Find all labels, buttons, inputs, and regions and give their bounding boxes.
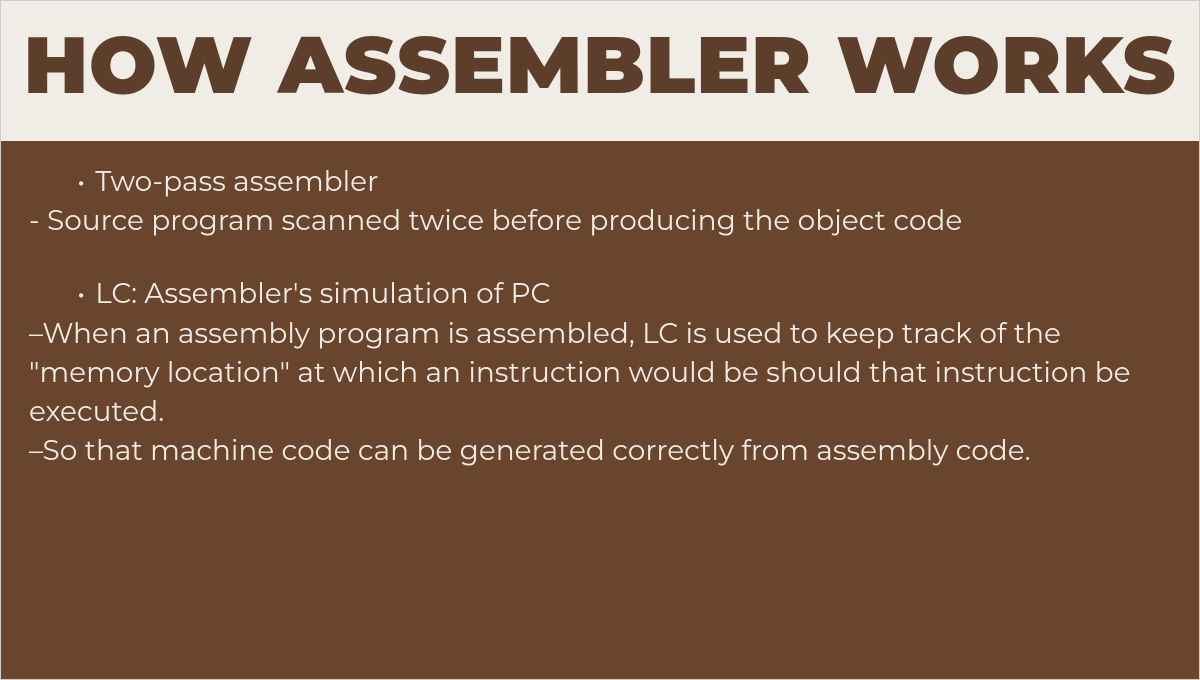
slide-container: HOW ASSEMBLER WORKS • Two-pass assembler …	[0, 0, 1200, 680]
bullet-item-1: • Two-pass assembler	[29, 163, 1171, 202]
header-region: HOW ASSEMBLER WORKS	[1, 1, 1199, 141]
body-region: • Two-pass assembler - Source program sca…	[1, 141, 1199, 679]
spacer	[29, 241, 1171, 275]
bullet-text: Two-pass assembler	[95, 165, 378, 199]
slide-title: HOW ASSEMBLER WORKS	[21, 16, 1179, 116]
bullet-1-sub-1: - Source program scanned twice before pr…	[29, 202, 1171, 241]
bullet-dot-icon: •	[77, 163, 85, 202]
bullet-dot-icon: •	[77, 275, 85, 314]
bullet-2-sub-1: –When an assembly program is assembled, …	[29, 315, 1171, 433]
bullet-text: LC: Assembler's simulation of PC	[95, 277, 550, 311]
bullet-item-2: • LC: Assembler's simulation of PC	[29, 275, 1171, 314]
bullet-2-sub-2: –So that machine code can be generated c…	[29, 432, 1171, 471]
